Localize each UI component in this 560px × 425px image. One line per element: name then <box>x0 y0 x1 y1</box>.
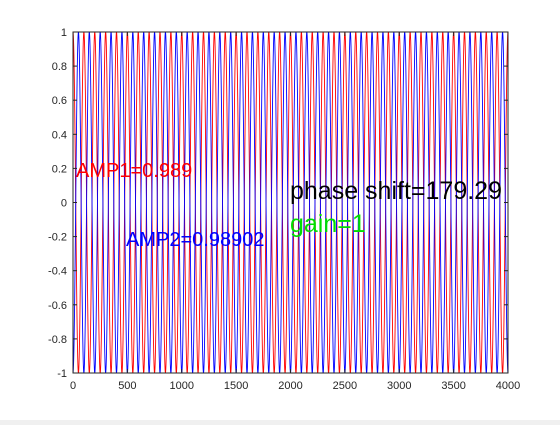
x-tick-label: 2500 <box>333 380 357 392</box>
x-tick-label: 3500 <box>441 380 465 392</box>
y-tick-label: -1 <box>57 368 67 380</box>
y-tick-label: 0.2 <box>52 163 67 175</box>
y-tick-label: 1 <box>61 27 67 39</box>
y-tick-label: 0 <box>61 198 67 210</box>
annotation-amp2: AMP2=0.98902 <box>126 229 264 251</box>
y-tick-label: 0.6 <box>52 95 67 107</box>
y-tick-label: -0.4 <box>48 266 67 278</box>
x-tick-label: 4000 <box>496 380 520 392</box>
x-tick-label: 1500 <box>224 380 248 392</box>
x-tick-label: 3000 <box>387 380 411 392</box>
annotation-gain: gain=1 <box>290 210 366 238</box>
y-tick-label: -0.6 <box>48 300 67 312</box>
tick-layer: 0 500 1000 1500 2000 2500 3000 3500 4000 -1 -0.8 -0… <box>48 27 520 392</box>
y-tick-label: 0.4 <box>52 129 67 141</box>
y-tick-label: -0.8 <box>48 334 67 346</box>
x-tick-label: 500 <box>118 380 136 392</box>
y-tick-label: -0.2 <box>48 232 67 244</box>
annotation-phase-shift: phase shift=179.29 <box>290 177 502 205</box>
x-tick-label: 0 <box>70 380 76 392</box>
x-tick-label: 1000 <box>170 380 194 392</box>
x-tick-label: 2000 <box>278 380 302 392</box>
annotation-amp1: AMP1=0.989 <box>76 160 192 182</box>
y-tick-label: 0.8 <box>52 61 67 73</box>
